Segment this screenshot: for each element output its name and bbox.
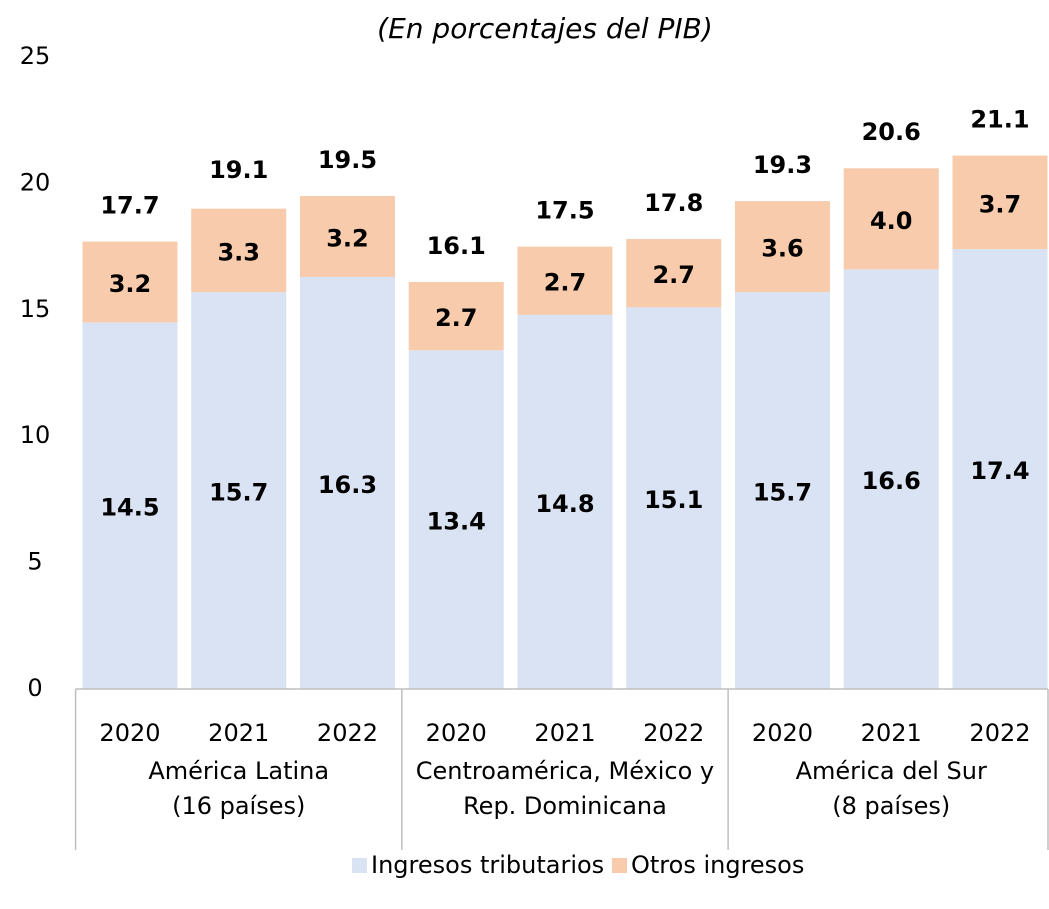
x-tick-label: 2021 bbox=[861, 719, 922, 747]
group-label: (16 países) bbox=[172, 792, 305, 820]
total-label: 20.6 bbox=[862, 118, 921, 146]
bar-segment bbox=[517, 246, 613, 315]
total-label: 17.8 bbox=[644, 189, 703, 217]
data-label: 13.4 bbox=[427, 508, 486, 536]
y-tick-label: 25 bbox=[20, 42, 51, 70]
legend-label: Otros ingresos bbox=[631, 851, 804, 879]
bar-segment bbox=[734, 292, 830, 689]
data-label: 4.0 bbox=[870, 207, 913, 235]
legend-label: Ingresos tributarios bbox=[371, 851, 604, 879]
bar-segment bbox=[626, 239, 722, 308]
data-label: 15.7 bbox=[209, 479, 268, 507]
data-label: 15.7 bbox=[753, 479, 812, 507]
data-label: 3.3 bbox=[217, 238, 260, 266]
bar-segment bbox=[843, 168, 939, 270]
y-tick-label: 20 bbox=[20, 168, 51, 196]
bar-segment bbox=[299, 196, 395, 277]
bar-segment bbox=[191, 208, 287, 293]
total-label: 19.5 bbox=[318, 146, 377, 174]
bar-segment bbox=[843, 269, 939, 689]
bar-segment bbox=[734, 201, 830, 293]
data-label: 3.7 bbox=[979, 190, 1022, 218]
x-tick-label: 2020 bbox=[426, 719, 487, 747]
total-label: 19.1 bbox=[209, 156, 268, 184]
y-tick-label: 10 bbox=[20, 421, 51, 449]
data-label: 3.2 bbox=[109, 270, 152, 298]
bar-segment bbox=[952, 249, 1048, 690]
x-tick-label: 2020 bbox=[752, 719, 813, 747]
data-label: 14.8 bbox=[535, 490, 594, 518]
bar-segment bbox=[517, 314, 613, 689]
legend-swatch bbox=[352, 858, 367, 873]
group-label: Rep. Dominicana bbox=[463, 792, 667, 820]
data-label: 2.7 bbox=[544, 269, 587, 297]
group-label: América Latina bbox=[148, 757, 329, 785]
legend-swatch bbox=[612, 858, 627, 873]
data-label: 16.6 bbox=[862, 467, 921, 495]
total-label: 21.1 bbox=[970, 106, 1029, 134]
y-tick-label: 0 bbox=[27, 674, 42, 702]
bar-segment bbox=[299, 276, 395, 689]
data-label: 16.3 bbox=[318, 471, 377, 499]
x-tick-label: 2022 bbox=[643, 719, 704, 747]
group-label: América del Sur bbox=[796, 757, 987, 785]
x-tick-label: 2021 bbox=[208, 719, 269, 747]
bar-segment bbox=[952, 155, 1048, 250]
total-label: 16.1 bbox=[427, 232, 486, 260]
data-label: 2.7 bbox=[652, 261, 695, 289]
total-label: 17.7 bbox=[100, 192, 159, 220]
chart-subtitle: (En porcentajes del PIB) bbox=[377, 12, 713, 45]
bar-segment bbox=[408, 281, 504, 351]
bar-segment bbox=[82, 322, 178, 689]
group-label: (8 países) bbox=[832, 792, 950, 820]
data-label: 3.2 bbox=[326, 224, 369, 252]
total-label: 19.3 bbox=[753, 151, 812, 179]
bar-segment bbox=[82, 241, 178, 323]
data-label: 15.1 bbox=[644, 486, 703, 514]
data-label: 14.5 bbox=[100, 494, 159, 522]
data-label: 3.6 bbox=[761, 235, 804, 263]
bar-segment bbox=[626, 307, 722, 689]
x-tick-label: 2020 bbox=[99, 719, 160, 747]
x-tick-label: 2021 bbox=[534, 719, 595, 747]
y-tick-label: 5 bbox=[27, 548, 42, 576]
data-label: 2.7 bbox=[435, 304, 478, 332]
data-label: 17.4 bbox=[970, 457, 1029, 485]
x-tick-label: 2022 bbox=[969, 719, 1030, 747]
y-tick-label: 15 bbox=[20, 295, 51, 323]
bar-segment bbox=[191, 292, 287, 689]
total-label: 17.5 bbox=[535, 197, 594, 225]
bar-segment bbox=[408, 350, 504, 689]
x-tick-label: 2022 bbox=[317, 719, 378, 747]
group-label: Centroamérica, México y bbox=[416, 757, 714, 785]
